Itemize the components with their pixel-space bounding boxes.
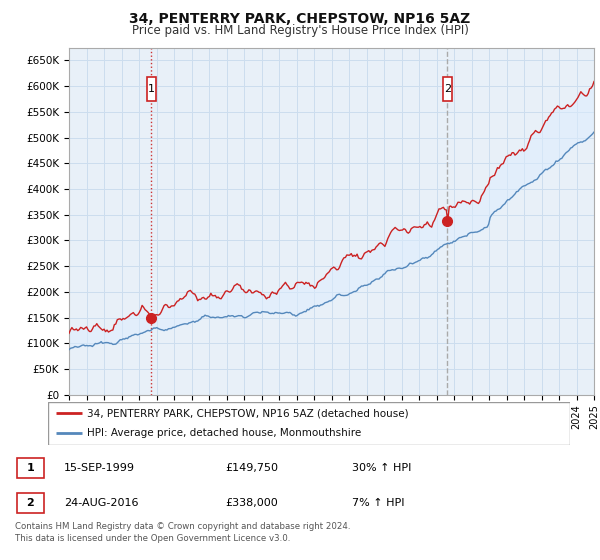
Text: Price paid vs. HM Land Registry's House Price Index (HPI): Price paid vs. HM Land Registry's House …	[131, 24, 469, 36]
Text: 24-AUG-2016: 24-AUG-2016	[64, 498, 139, 508]
Text: 30% ↑ HPI: 30% ↑ HPI	[352, 463, 411, 473]
Text: £149,750: £149,750	[225, 463, 278, 473]
Text: 1: 1	[26, 463, 34, 473]
Text: 7% ↑ HPI: 7% ↑ HPI	[352, 498, 404, 508]
Text: 2: 2	[444, 84, 451, 94]
FancyBboxPatch shape	[17, 458, 44, 478]
FancyBboxPatch shape	[147, 77, 156, 101]
Text: 1: 1	[148, 84, 155, 94]
Text: Contains HM Land Registry data © Crown copyright and database right 2024.
This d: Contains HM Land Registry data © Crown c…	[15, 522, 350, 543]
FancyBboxPatch shape	[443, 77, 452, 101]
FancyBboxPatch shape	[17, 493, 44, 514]
FancyBboxPatch shape	[48, 402, 570, 445]
Text: HPI: Average price, detached house, Monmouthshire: HPI: Average price, detached house, Monm…	[87, 428, 361, 438]
Text: 34, PENTERRY PARK, CHEPSTOW, NP16 5AZ (detached house): 34, PENTERRY PARK, CHEPSTOW, NP16 5AZ (d…	[87, 408, 409, 418]
Text: 15-SEP-1999: 15-SEP-1999	[64, 463, 135, 473]
Text: 2: 2	[26, 498, 34, 508]
Text: 34, PENTERRY PARK, CHEPSTOW, NP16 5AZ: 34, PENTERRY PARK, CHEPSTOW, NP16 5AZ	[130, 12, 470, 26]
Text: £338,000: £338,000	[225, 498, 278, 508]
